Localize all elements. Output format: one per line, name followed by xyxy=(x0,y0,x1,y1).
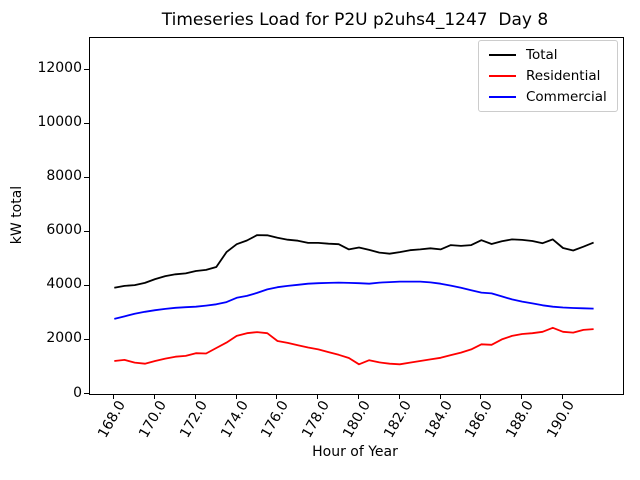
total-line-swatch xyxy=(489,53,516,56)
x-tick-label: 184.0 xyxy=(421,398,456,441)
x-tick-mark xyxy=(194,394,196,399)
x-tick-label: 172.0 xyxy=(176,398,211,441)
y-tick-mark xyxy=(84,338,89,340)
x-tick-label: 178.0 xyxy=(299,398,334,441)
y-tick-label: 0 xyxy=(73,384,82,401)
x-tick-mark xyxy=(358,394,360,399)
legend-item-total: Total xyxy=(479,47,617,63)
chart-title: Timeseries Load for P2U p2uhs4_1247 Day … xyxy=(161,10,549,30)
legend-item-residential: Residential xyxy=(479,68,617,84)
legend: Total Residential Commercial xyxy=(478,40,618,112)
x-tick-label: 170.0 xyxy=(136,398,170,441)
x-tick-label: 182.0 xyxy=(380,398,415,441)
legend-label-total: Total xyxy=(526,46,558,63)
x-tick-mark xyxy=(480,394,482,399)
y-tick-mark xyxy=(84,393,89,394)
x-tick-mark xyxy=(154,394,156,399)
x-tick-mark xyxy=(113,394,115,399)
y-tick-mark xyxy=(84,230,89,232)
x-tick-mark xyxy=(276,394,278,399)
commercial-line-swatch xyxy=(489,96,516,99)
x-tick-mark xyxy=(521,394,523,399)
chart-lines-svg xyxy=(114,234,594,366)
x-tick-label: 180.0 xyxy=(340,398,374,441)
x-axis-label: Hour of Year xyxy=(312,444,398,460)
total-series-line xyxy=(114,234,594,289)
x-tick-label: 176.0 xyxy=(258,398,293,441)
y-tick-label: 10000 xyxy=(37,114,82,131)
legend-item-commercial: Commercial xyxy=(479,89,617,105)
x-tick-mark xyxy=(439,394,441,399)
legend-label-commercial: Commercial xyxy=(526,89,607,106)
x-tick-label: 188.0 xyxy=(503,398,538,441)
x-tick-mark xyxy=(562,394,564,399)
x-tick-label: 168.0 xyxy=(95,398,130,441)
y-tick-label: 4000 xyxy=(46,276,82,293)
x-tick-mark xyxy=(398,394,400,399)
y-tick-mark xyxy=(84,122,89,124)
x-tick-mark xyxy=(235,394,237,399)
y-tick-mark xyxy=(84,176,89,178)
residential-series-line xyxy=(114,326,594,366)
x-tick-label: 190.0 xyxy=(543,398,578,441)
y-tick-label: 12000 xyxy=(37,60,82,77)
y-tick-label: 6000 xyxy=(46,222,82,239)
y-tick-mark xyxy=(84,284,89,286)
x-tick-label: 186.0 xyxy=(462,398,497,441)
y-tick-mark xyxy=(84,68,89,70)
residential-line-swatch xyxy=(489,74,516,77)
x-tick-label: 174.0 xyxy=(217,398,252,441)
legend-label-residential: Residential xyxy=(526,67,601,84)
commercial-series-line xyxy=(114,280,594,320)
y-tick-label: 2000 xyxy=(46,330,82,347)
x-tick-mark xyxy=(317,394,319,399)
y-tick-label: 8000 xyxy=(46,168,82,185)
